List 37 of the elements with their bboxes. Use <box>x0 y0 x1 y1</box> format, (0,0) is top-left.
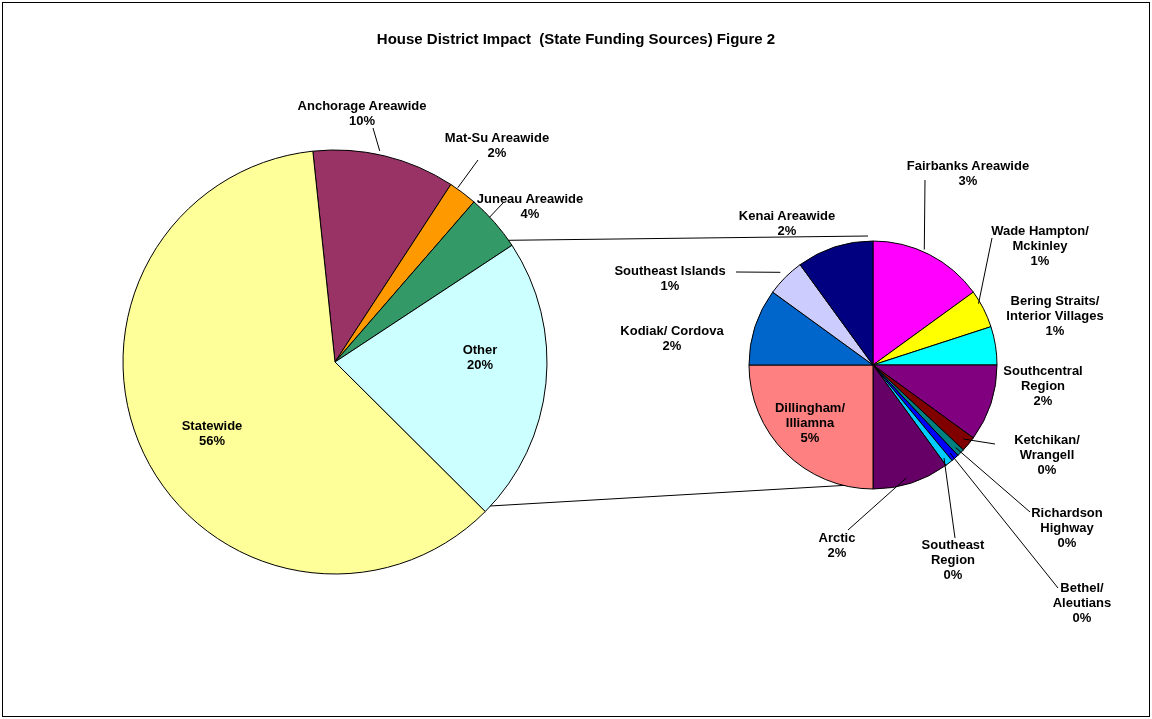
data-label: 20% <box>466 356 494 371</box>
data-label: 1% <box>1045 322 1065 338</box>
data-label: 10% <box>348 112 376 127</box>
data-label: 2% <box>777 222 797 237</box>
data-label: 0% <box>1037 461 1057 477</box>
slice-label: Richardson Highway <box>1031 504 1103 535</box>
data-label: 2% <box>1033 392 1053 408</box>
data-label: 5% <box>800 429 820 445</box>
data-label: 1% <box>660 277 680 292</box>
slice-label: Bering Straits/ Interior Villages <box>1006 292 1104 323</box>
data-label: 2% <box>827 544 847 559</box>
slice-label: Southeast Region <box>921 536 986 567</box>
slice-label: Kenai Areawide <box>738 207 836 222</box>
slice-label: Anchorage Areawide <box>297 97 427 112</box>
data-label: 1% <box>1030 252 1050 268</box>
slice-label: Southcentral Region <box>1003 362 1083 393</box>
slice-label: Mat-Su Areawide <box>444 129 550 144</box>
slice-label: Arctic <box>818 529 856 544</box>
data-label: 0% <box>1057 534 1077 550</box>
slice-label: Dillingham/ Illiamna <box>774 399 846 430</box>
data-label: 56% <box>198 432 226 447</box>
data-label: 2% <box>487 144 507 159</box>
slice-label: Southeast Islands <box>614 262 726 277</box>
slice-label: Other <box>462 341 498 356</box>
slice-label: Juneau Areawide <box>476 190 584 205</box>
data-label: 0% <box>943 566 963 582</box>
slice-label: Fairbanks Areawide <box>906 157 1030 172</box>
data-label: 4% <box>520 205 540 220</box>
data-label: 2% <box>662 337 682 352</box>
slice-label: Wade Hampton/ Mckinley <box>991 222 1090 253</box>
data-label: 0% <box>1072 609 1092 625</box>
legend-label: Ketchikan/ Wrangell <box>1014 431 1081 462</box>
slice-label: Bethel/ Aleutians <box>1052 579 1112 610</box>
data-label: 3% <box>958 172 978 187</box>
slice-label: Kodiak/ Cordova <box>620 322 725 337</box>
slice-label: Statewide <box>181 417 243 432</box>
chart-title: House District Impact (State Funding Sources) Figure 2 <box>375 30 777 47</box>
